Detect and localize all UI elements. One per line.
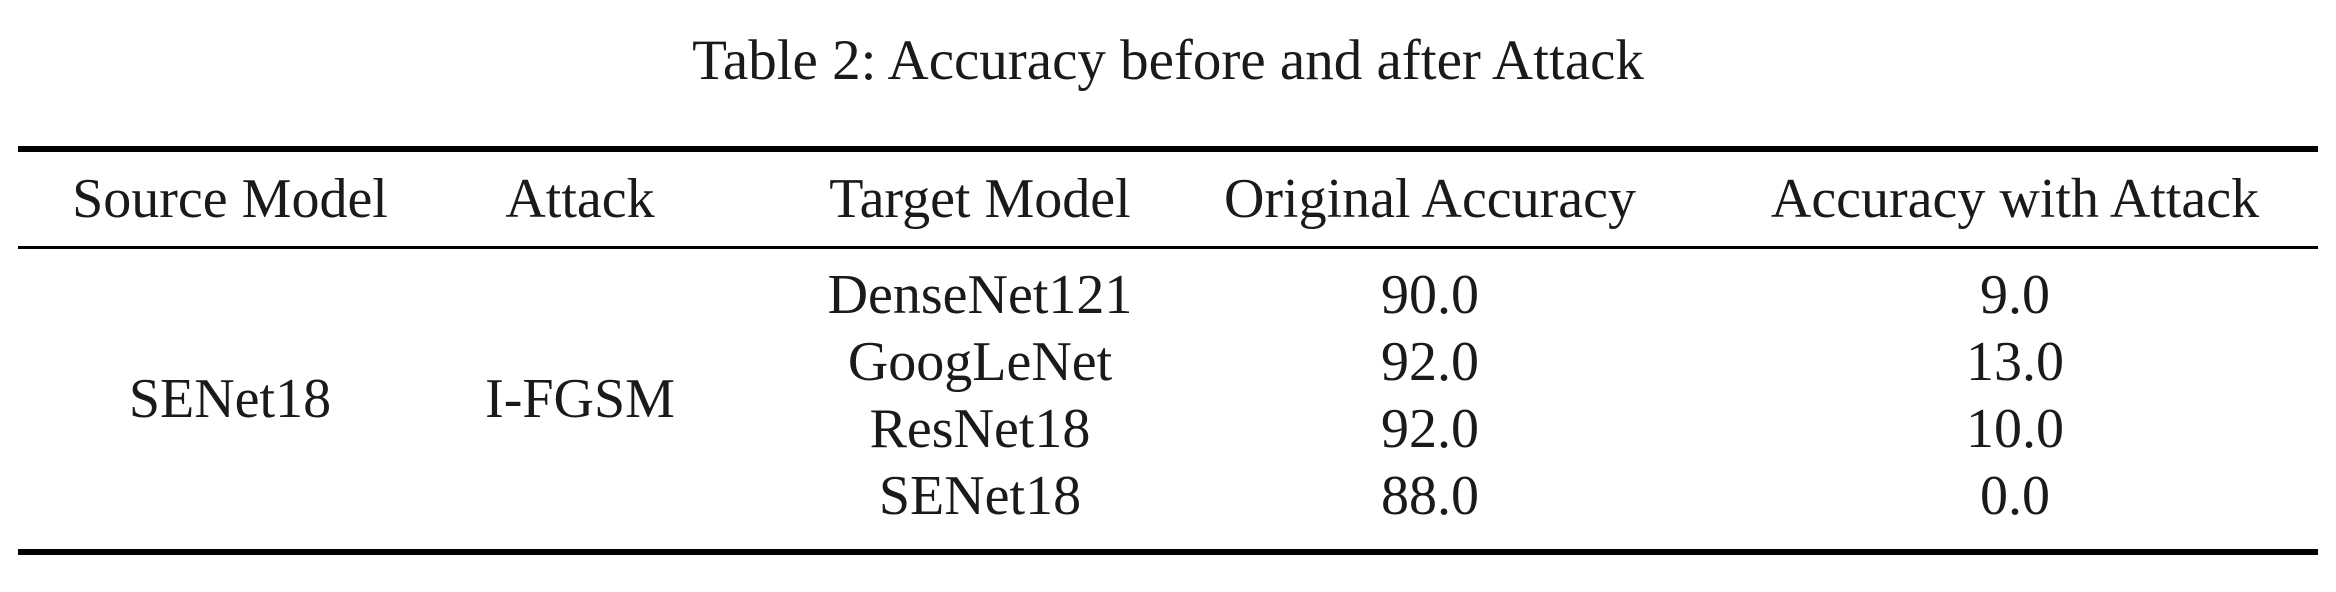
- header-attack: Attack: [505, 168, 655, 230]
- header-original-accuracy: Original Accuracy: [1223, 168, 1637, 230]
- cell-accuracy-with-attack: 13.0: [1966, 331, 2064, 393]
- table-header-rule: [18, 246, 2318, 249]
- cell-target-model: SENet18: [878, 465, 1082, 527]
- cell-original-accuracy: 92.0: [1381, 331, 1479, 393]
- cell-original-accuracy: 92.0: [1381, 398, 1479, 460]
- header-target-model: Target Model: [829, 168, 1131, 230]
- cell-accuracy-with-attack: 0.0: [1980, 465, 2050, 527]
- table-caption: Table 2: Accuracy before and after Attac…: [692, 29, 1644, 92]
- cell-original-accuracy: 90.0: [1381, 264, 1479, 326]
- header-source-model: Source Model: [72, 168, 388, 230]
- cell-original-accuracy: 88.0: [1381, 465, 1479, 527]
- cell-target-model: DenseNet121: [827, 264, 1133, 326]
- table-bottom-rule: [18, 549, 2318, 555]
- cell-accuracy-with-attack: 10.0: [1966, 398, 2064, 460]
- cell-target-model: ResNet18: [869, 398, 1091, 460]
- cell-source-model: SENet18: [128, 368, 332, 430]
- cell-attack: I-FGSM: [485, 368, 675, 430]
- header-accuracy-with-attack: Accuracy with Attack: [1770, 168, 2260, 230]
- cell-accuracy-with-attack: 9.0: [1980, 264, 2050, 326]
- cell-target-model: GoogLeNet: [847, 331, 1113, 393]
- table-top-rule: [18, 146, 2318, 152]
